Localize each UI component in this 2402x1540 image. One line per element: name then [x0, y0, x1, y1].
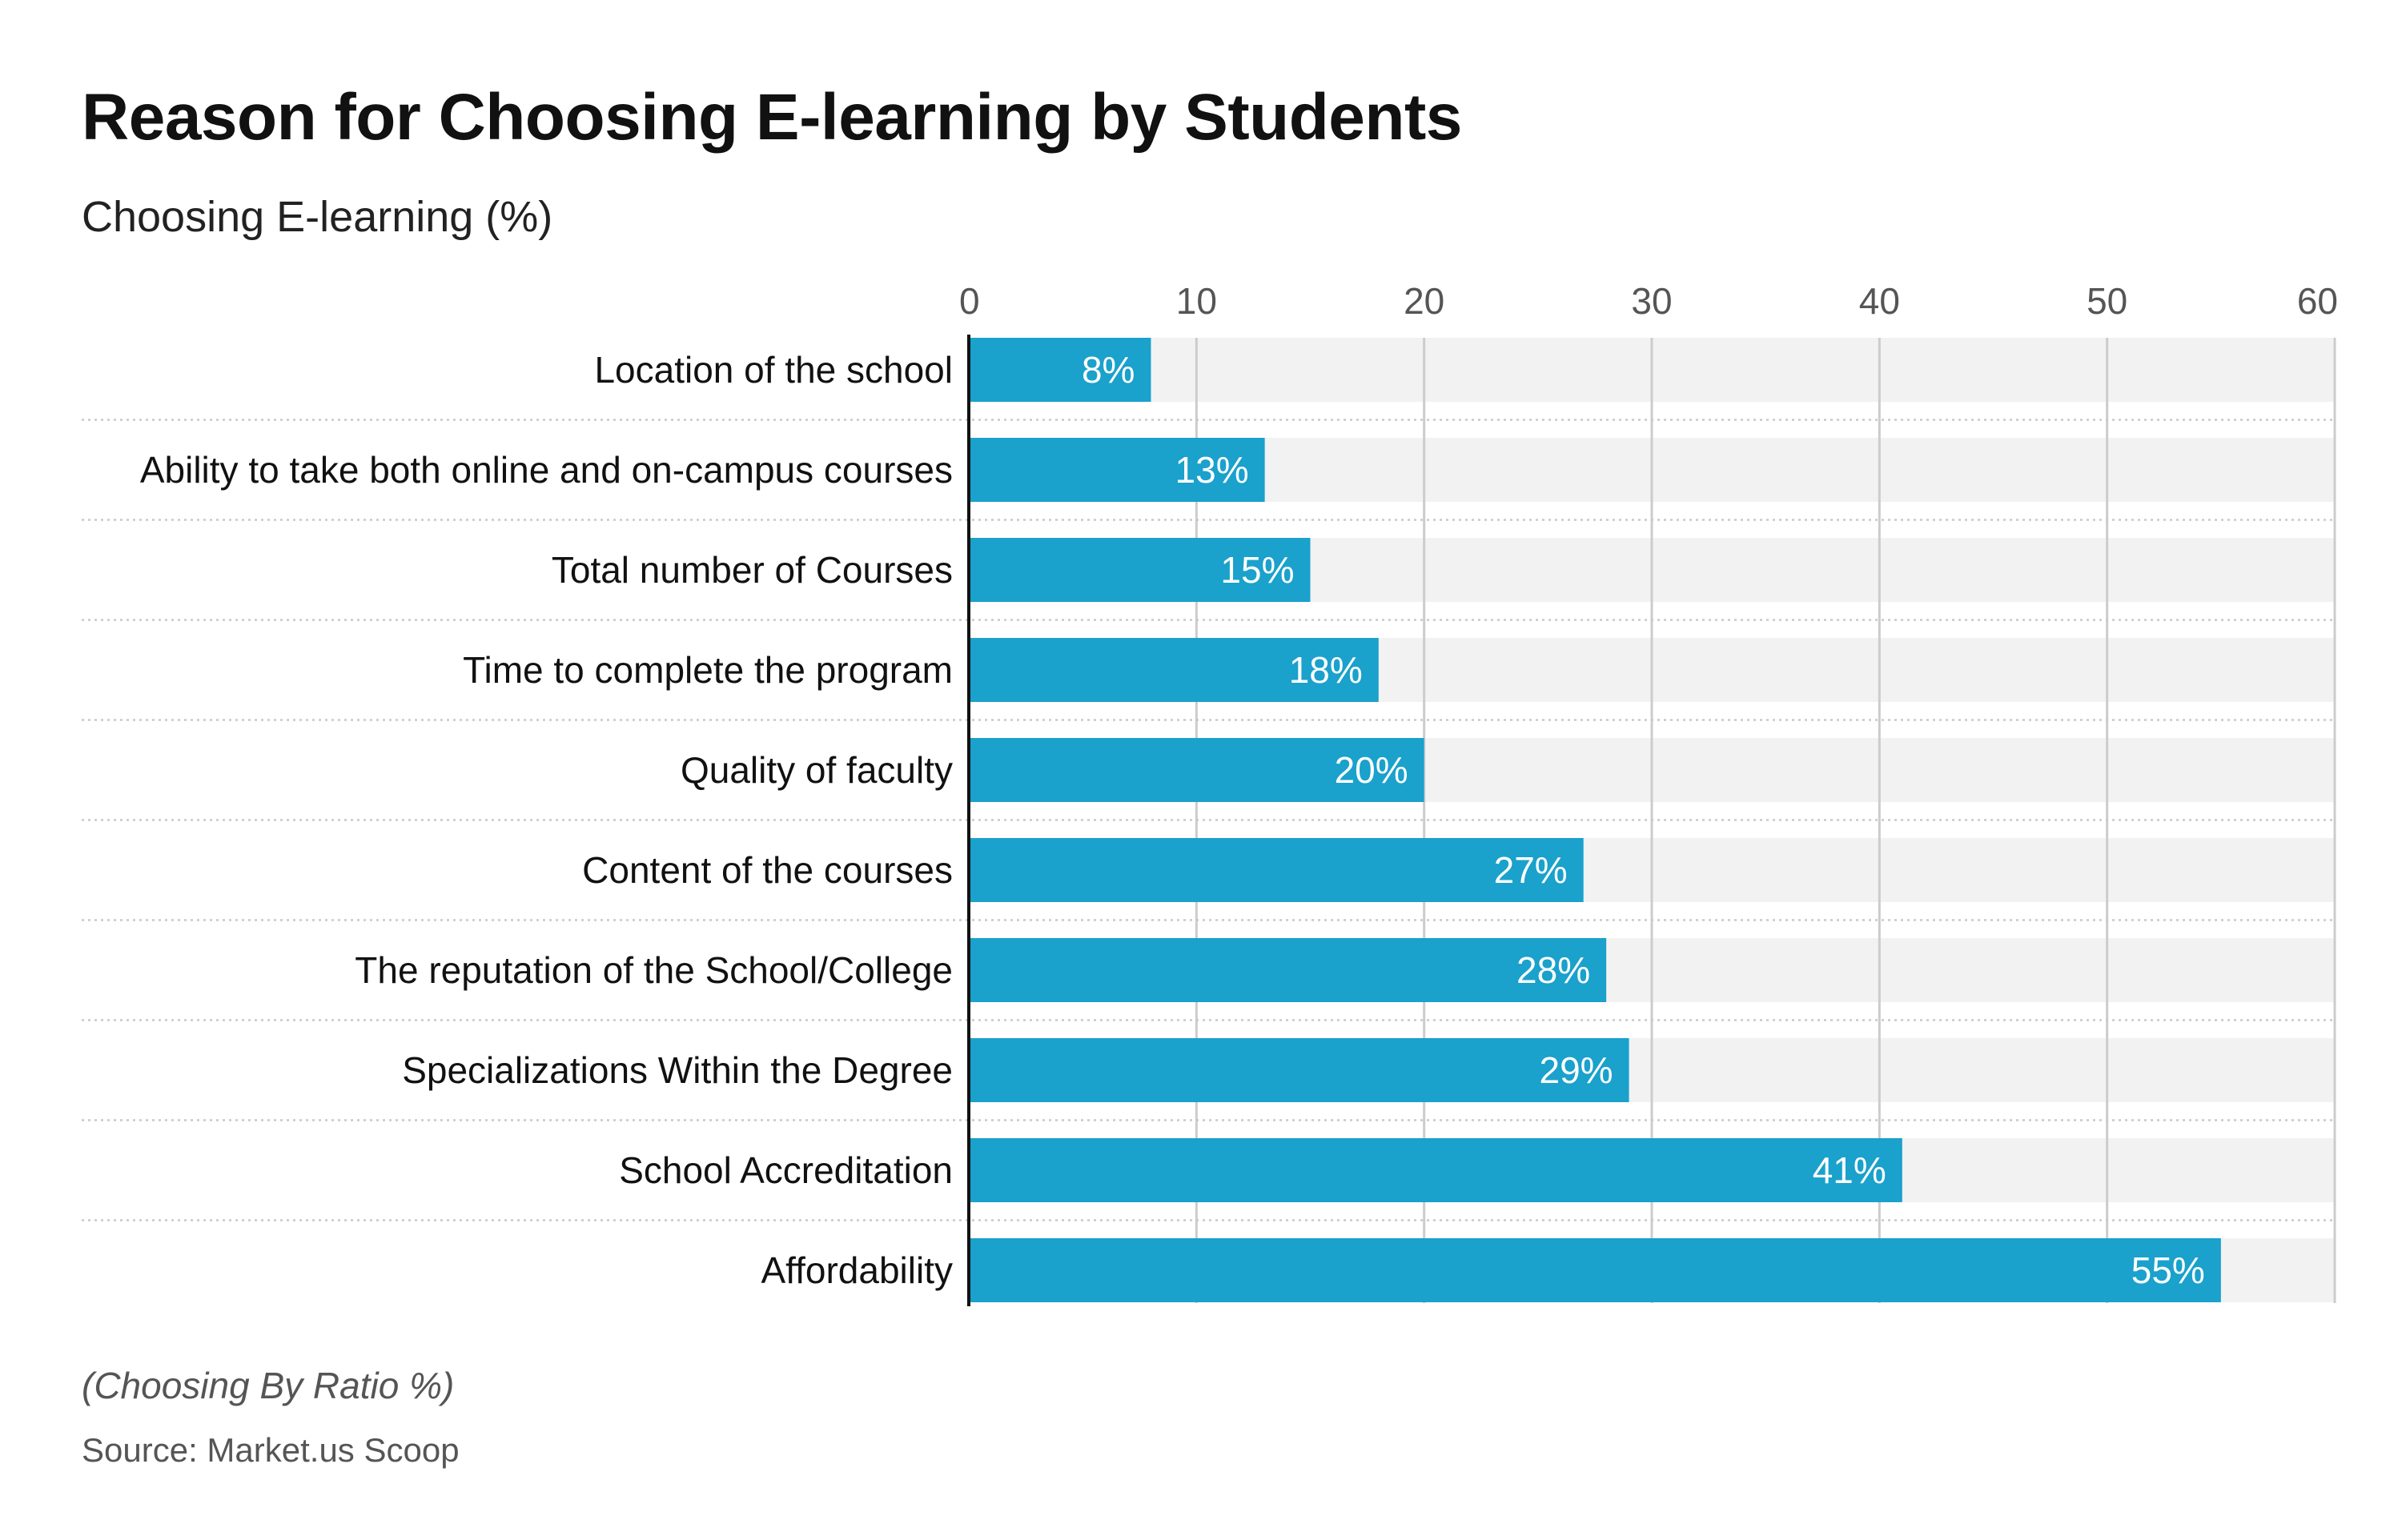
chart-title: Reason for Choosing E-learning by Studen… — [82, 81, 1462, 154]
data-label: 55% — [2131, 1249, 2205, 1291]
category-label: Affordability — [761, 1249, 953, 1291]
data-label: 15% — [1220, 549, 1294, 591]
x-tick-label: 50 — [2087, 280, 2127, 322]
category-label: Content of the courses — [582, 849, 953, 891]
bar — [969, 338, 1151, 402]
category-label: Location of the school — [594, 349, 953, 391]
category-label: Quality of faculty — [681, 749, 953, 791]
bar — [969, 938, 1607, 1002]
x-tick-label: 0 — [959, 280, 980, 322]
x-tick-label: 30 — [1631, 280, 1672, 322]
data-label: 41% — [1813, 1149, 1886, 1191]
source-text: Source: Market.us Scoop — [82, 1431, 460, 1469]
bar — [969, 838, 1584, 902]
bar — [969, 1238, 2221, 1302]
bar — [969, 738, 1424, 802]
data-label: 13% — [1175, 449, 1249, 491]
category-label: Specializations Within the Degree — [402, 1049, 953, 1091]
category-label: Ability to take both online and on-campu… — [140, 449, 953, 491]
bar-chart: 0 10 20 30 40 50 60 Location of the school 8% Abi… — [82, 280, 2338, 1306]
category-label: The reputation of the School/College — [355, 949, 953, 991]
data-label: 27% — [1494, 849, 1568, 891]
x-tick-label: 10 — [1176, 280, 1217, 322]
x-tick-label: 20 — [1404, 280, 1444, 322]
data-label: 28% — [1516, 949, 1590, 991]
category-label: School Accreditation — [619, 1149, 953, 1191]
bar — [969, 438, 1265, 502]
bar — [969, 1138, 1902, 1202]
bar — [969, 638, 1379, 702]
footer-note: (Choosing By Ratio %) — [82, 1365, 455, 1406]
bar — [969, 1038, 1629, 1102]
bar — [969, 538, 1311, 602]
data-label: 29% — [1539, 1049, 1613, 1091]
data-label: 8% — [1082, 349, 1135, 391]
x-tick-label: 40 — [1859, 280, 1900, 322]
chart-subtitle: Choosing E-learning (%) — [82, 193, 553, 241]
category-label: Time to complete the program — [463, 649, 953, 691]
data-label: 18% — [1289, 649, 1363, 691]
category-label: Total number of Courses — [552, 549, 953, 591]
x-tick-label: 60 — [2297, 280, 2338, 322]
data-label: 20% — [1335, 749, 1408, 791]
